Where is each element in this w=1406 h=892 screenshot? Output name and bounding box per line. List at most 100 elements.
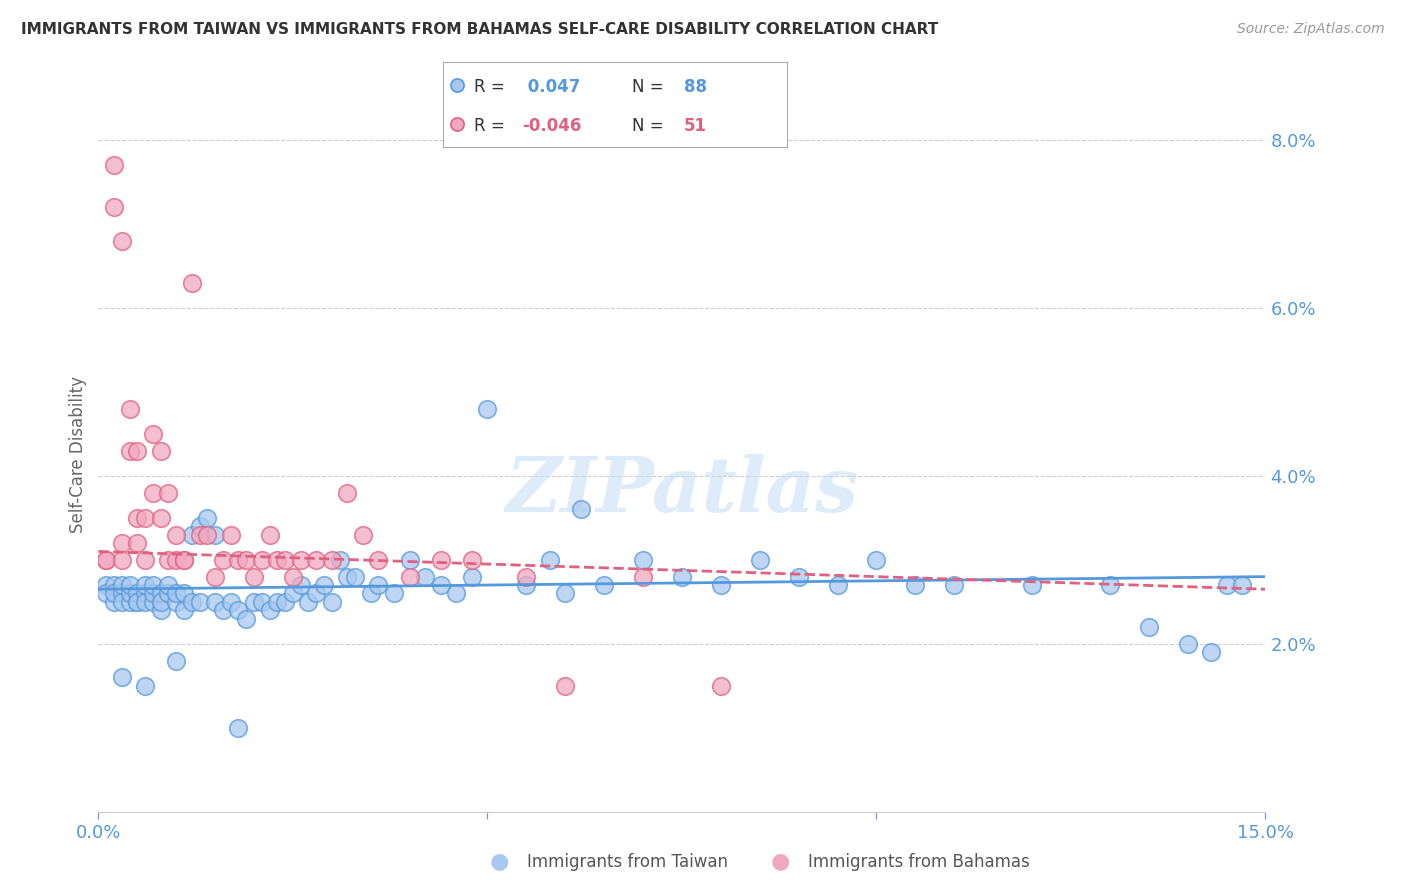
Point bbox=[149, 443, 172, 458]
Point bbox=[195, 527, 218, 541]
Point bbox=[173, 553, 195, 567]
Point bbox=[118, 595, 141, 609]
Point bbox=[446, 78, 468, 93]
Point bbox=[1098, 578, 1121, 592]
Point bbox=[195, 511, 218, 525]
Point bbox=[165, 553, 187, 567]
Text: Immigrants from Taiwan: Immigrants from Taiwan bbox=[527, 853, 728, 871]
Text: N =: N = bbox=[633, 117, 664, 135]
Point bbox=[134, 578, 156, 592]
Point bbox=[569, 502, 592, 516]
Point bbox=[118, 578, 141, 592]
Point bbox=[204, 527, 226, 541]
Point bbox=[204, 595, 226, 609]
Point bbox=[446, 117, 468, 131]
Point bbox=[204, 569, 226, 583]
Point bbox=[281, 569, 304, 583]
Point bbox=[305, 586, 328, 600]
Point bbox=[398, 569, 420, 583]
Point bbox=[180, 527, 202, 541]
Point bbox=[111, 536, 134, 550]
Point bbox=[943, 578, 966, 592]
Point bbox=[446, 586, 468, 600]
Point bbox=[321, 595, 343, 609]
Point bbox=[149, 586, 172, 600]
Point bbox=[710, 578, 733, 592]
Point bbox=[429, 553, 451, 567]
Point bbox=[1021, 578, 1043, 592]
Point bbox=[134, 586, 156, 600]
Text: ZIPatlas: ZIPatlas bbox=[505, 454, 859, 527]
Text: -0.046: -0.046 bbox=[522, 117, 582, 135]
Point bbox=[142, 595, 165, 609]
Point bbox=[235, 612, 257, 626]
Point bbox=[865, 553, 887, 567]
Point bbox=[103, 578, 125, 592]
Point bbox=[111, 595, 134, 609]
Point bbox=[96, 553, 118, 567]
Point bbox=[149, 511, 172, 525]
Point bbox=[165, 654, 187, 668]
Point bbox=[290, 578, 312, 592]
Point bbox=[188, 519, 211, 533]
Point bbox=[671, 569, 693, 583]
Point bbox=[827, 578, 849, 592]
Point bbox=[398, 553, 420, 567]
Point bbox=[631, 569, 654, 583]
Point bbox=[382, 586, 405, 600]
Point bbox=[367, 578, 389, 592]
Point bbox=[134, 511, 156, 525]
Point bbox=[118, 586, 141, 600]
Point bbox=[96, 553, 118, 567]
Point bbox=[312, 578, 335, 592]
Point bbox=[461, 569, 484, 583]
Point bbox=[173, 603, 195, 617]
Point bbox=[1137, 620, 1160, 634]
Point bbox=[228, 721, 250, 735]
Point bbox=[367, 553, 389, 567]
Point bbox=[134, 553, 156, 567]
Point bbox=[461, 553, 484, 567]
Point bbox=[157, 586, 180, 600]
Point bbox=[103, 200, 125, 214]
Point bbox=[250, 553, 273, 567]
Point bbox=[228, 553, 250, 567]
Text: ●: ● bbox=[770, 852, 790, 871]
Point bbox=[165, 595, 187, 609]
Point bbox=[111, 234, 134, 248]
Point bbox=[274, 553, 297, 567]
Point bbox=[429, 578, 451, 592]
Point bbox=[188, 595, 211, 609]
Point bbox=[219, 527, 242, 541]
Point bbox=[1215, 578, 1237, 592]
Point bbox=[235, 553, 257, 567]
Point bbox=[180, 595, 202, 609]
Point bbox=[352, 527, 374, 541]
Text: 51: 51 bbox=[685, 117, 707, 135]
Point bbox=[266, 595, 288, 609]
Text: ●: ● bbox=[489, 852, 509, 871]
Text: N =: N = bbox=[633, 78, 664, 96]
Point bbox=[134, 595, 156, 609]
Point bbox=[96, 578, 118, 592]
Point bbox=[1199, 645, 1222, 659]
Point bbox=[127, 536, 149, 550]
Point bbox=[305, 553, 328, 567]
Point bbox=[554, 679, 576, 693]
Point bbox=[1230, 578, 1253, 592]
Point bbox=[157, 578, 180, 592]
Point bbox=[212, 603, 235, 617]
Text: 0.047: 0.047 bbox=[522, 78, 581, 96]
Point bbox=[142, 586, 165, 600]
Text: 88: 88 bbox=[685, 78, 707, 96]
Point bbox=[165, 586, 187, 600]
Point bbox=[259, 527, 281, 541]
Point bbox=[336, 569, 359, 583]
Point bbox=[336, 485, 359, 500]
Point bbox=[243, 595, 266, 609]
Point bbox=[180, 276, 202, 290]
Point bbox=[127, 595, 149, 609]
Point bbox=[290, 553, 312, 567]
Point bbox=[103, 595, 125, 609]
Y-axis label: Self-Care Disability: Self-Care Disability bbox=[69, 376, 87, 533]
